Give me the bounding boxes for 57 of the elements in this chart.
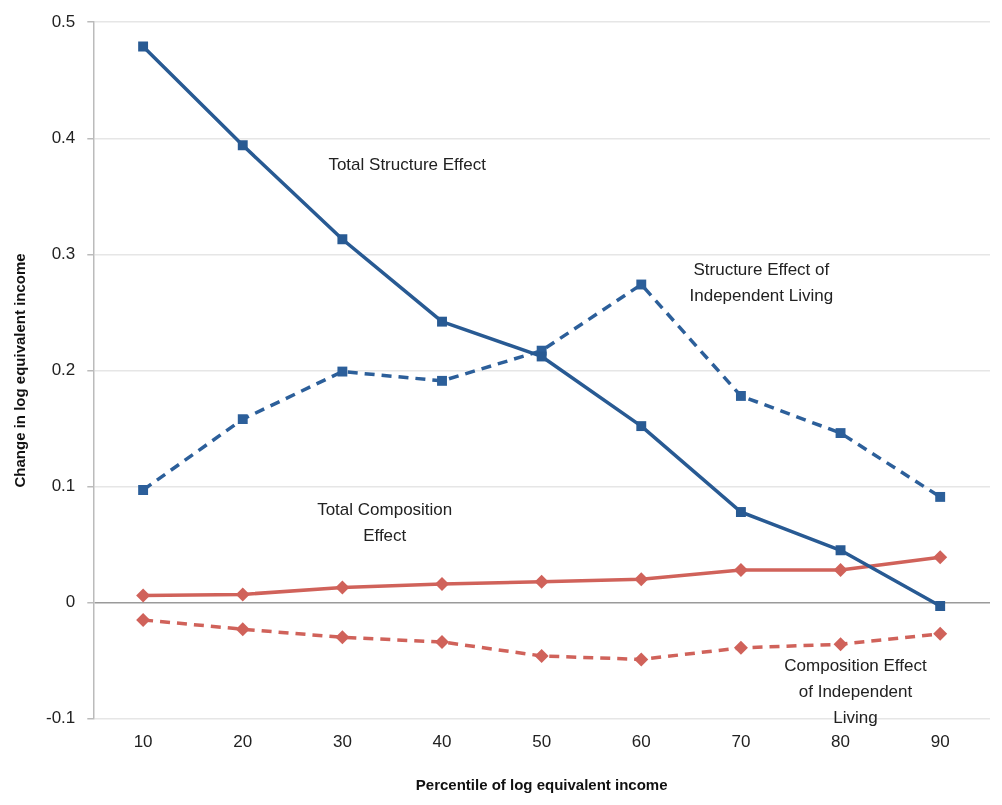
point [933,626,948,641]
point [636,421,647,432]
x-tick-label: 40 [432,732,452,752]
point [634,572,649,587]
point [335,580,350,595]
x-tick-label: 50 [532,732,552,752]
point [237,140,248,151]
point [935,491,946,502]
point [935,601,946,611]
point [733,640,748,655]
x-tick-label: 90 [930,732,950,752]
series-label: Composition Effect of Independent Living [784,655,927,727]
point [835,545,846,556]
text: Total Structure Effect [328,154,487,174]
point [636,279,647,290]
y-tick-label: 0.1 [51,476,76,496]
x-axis-title: Percentile of log equivalent income [415,776,668,794]
point [833,563,848,578]
x-tick-label: 60 [631,732,651,752]
point [235,587,250,602]
point [435,576,450,591]
y-tick-label: 0.3 [51,244,76,264]
series-label: Total Composition Effect [317,500,453,546]
point [634,652,649,667]
point [534,648,549,663]
point [534,574,549,589]
point [536,351,547,362]
point [335,630,350,645]
point [735,507,746,517]
x-tick-label: 30 [332,732,352,752]
x-tick-label: 20 [233,732,253,752]
point [138,41,149,52]
point [337,366,348,377]
point [138,485,149,495]
x-tick-label: 70 [731,732,751,752]
y-tick-label: 0.4 [51,127,76,147]
y-tick-label: 0.2 [51,360,76,380]
point [833,637,848,652]
point [437,316,447,327]
y-tick-label: 0.5 [51,11,76,31]
x-tick-label: 80 [831,732,851,752]
y-axis-title: Change in log equivalent income [11,253,29,488]
point [733,563,748,578]
y-tick-label: -0.1 [46,708,76,728]
point [136,588,151,603]
point [237,414,248,425]
point [735,390,746,401]
point [235,622,250,637]
y-tick-label: 0 [65,592,76,612]
point [136,612,151,627]
point [437,375,447,386]
point [835,428,846,439]
series-label: Structure Effect of Independent Living [689,260,834,306]
point [337,234,348,245]
point [435,635,450,649]
point [933,550,948,565]
x-tick-label: 10 [133,732,153,752]
